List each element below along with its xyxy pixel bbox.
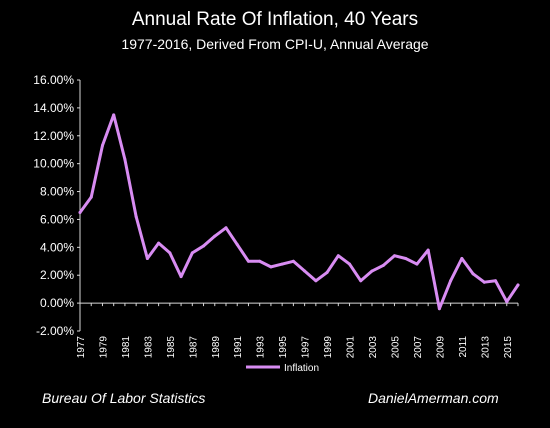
inflation-series-line	[78, 113, 520, 311]
data-point	[505, 300, 509, 304]
data-point	[359, 279, 363, 283]
y-tick-label: 6.00%	[40, 212, 74, 226]
y-tick-label: 16.00%	[33, 73, 74, 87]
y-tick-label: 4.00%	[40, 240, 74, 254]
data-point	[213, 234, 217, 238]
data-point	[460, 256, 464, 260]
y-tick-label: 10.00%	[33, 157, 74, 171]
data-point	[325, 270, 329, 274]
data-point	[258, 259, 262, 263]
x-tick-label: 1985	[166, 336, 177, 359]
data-point	[404, 256, 408, 260]
inflation-series-points	[78, 113, 520, 311]
y-tick-label: -2.00%	[36, 324, 74, 338]
x-axis-tick-labels: 1977 1979 1981 1983 1985 1987 1989 1991 1993 1995…	[76, 303, 519, 359]
x-tick-label: 2009	[435, 336, 446, 359]
data-point	[78, 210, 82, 214]
data-point	[134, 215, 138, 219]
data-point	[449, 279, 453, 283]
data-point	[471, 272, 475, 276]
y-tick-label: 0.00%	[40, 296, 74, 310]
x-tick-label: 1989	[211, 336, 222, 359]
data-point	[336, 254, 340, 258]
x-tick-label: 1991	[233, 336, 244, 359]
data-point	[381, 263, 385, 267]
x-tick-label: 2003	[368, 336, 379, 359]
data-point	[494, 279, 498, 283]
x-tick-label: 1983	[143, 336, 154, 359]
x-tick-label: 1977	[76, 336, 87, 359]
data-point	[157, 241, 161, 245]
data-point	[202, 244, 206, 248]
x-tick-label: 1987	[188, 336, 199, 359]
x-tick-label: 1981	[121, 336, 132, 359]
x-tick-label: 2015	[503, 336, 514, 359]
y-tick-label: 2.00%	[40, 268, 74, 282]
data-point	[482, 280, 486, 284]
data-point	[89, 195, 93, 199]
data-point	[112, 113, 116, 117]
data-point	[235, 243, 239, 247]
footer-website: DanielAmerman.com	[368, 390, 499, 406]
x-tick-label: 1979	[98, 336, 109, 359]
data-point	[516, 283, 520, 287]
y-tick-label: 14.00%	[33, 101, 74, 115]
data-point	[291, 259, 295, 263]
data-point	[392, 254, 396, 258]
x-tick-label: 1993	[256, 336, 267, 359]
x-tick-label: 2013	[480, 336, 491, 359]
y-axis-tick-labels: 16.00% 14.00% 12.00% 10.00% 8.00% 6.00% 4.00% 2…	[33, 73, 80, 338]
data-point	[100, 144, 104, 148]
x-tick-label: 1995	[278, 336, 289, 359]
data-point	[303, 269, 307, 273]
data-point	[314, 279, 318, 283]
data-point	[179, 275, 183, 279]
data-point	[437, 307, 441, 311]
chart-subtitle: 1977-2016, Derived From CPI-U, Annual Av…	[121, 36, 428, 52]
footer-source: Bureau Of Labor Statistics	[42, 390, 205, 406]
x-tick-label: 2007	[413, 336, 424, 359]
y-tick-label: 8.00%	[40, 185, 74, 199]
x-tick-label: 1997	[301, 336, 312, 359]
chart-title: Annual Rate Of Inflation, 40 Years	[132, 9, 418, 30]
data-point	[145, 256, 149, 260]
data-point	[426, 248, 430, 252]
x-tick-label: 2011	[458, 336, 469, 358]
data-point	[190, 251, 194, 255]
data-point	[168, 251, 172, 255]
x-tick-label: 2001	[346, 336, 357, 359]
legend-label-inflation: Inflation	[284, 363, 319, 374]
data-point	[415, 262, 419, 266]
data-point	[224, 226, 228, 230]
data-point	[348, 262, 352, 266]
data-point	[280, 262, 284, 266]
data-point	[370, 269, 374, 273]
y-tick-label: 12.00%	[33, 129, 74, 143]
data-point	[246, 259, 250, 263]
x-tick-label: 1999	[323, 336, 334, 359]
data-point	[123, 157, 127, 161]
x-tick-label: 2005	[390, 336, 401, 359]
data-point	[269, 265, 273, 269]
legend: Inflation	[246, 363, 319, 374]
